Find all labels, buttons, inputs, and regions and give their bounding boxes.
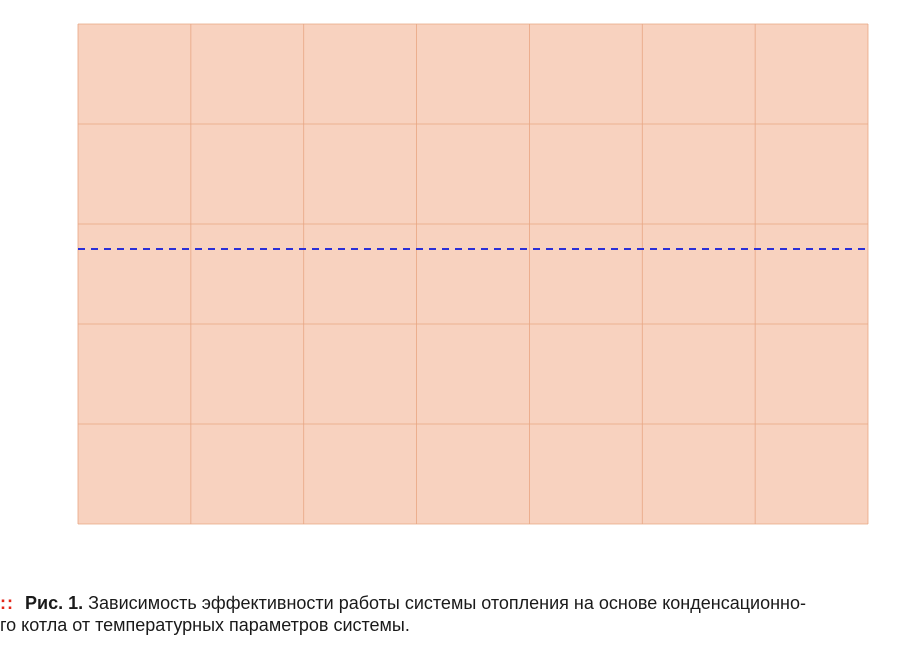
figure-container: { "canvas": { "w": 912, "h": 654, "bg": …: [0, 0, 912, 654]
caption-line-2: го котла от температурных параметров сис…: [0, 614, 912, 636]
caption-dots: ::: [0, 593, 14, 613]
plot-bg: [78, 24, 868, 524]
figure-caption: :: Рис. 1. Зависимость эффективности раб…: [0, 578, 912, 654]
caption-text-2: го котла от температурных параметров сис…: [0, 615, 410, 635]
caption-text-1: Зависимость эффективности работы системы…: [88, 593, 806, 613]
caption-strong: Рис. 1.: [25, 593, 83, 613]
chart-svg: [0, 0, 912, 586]
caption-line-1: :: Рис. 1. Зависимость эффективности раб…: [0, 592, 912, 614]
